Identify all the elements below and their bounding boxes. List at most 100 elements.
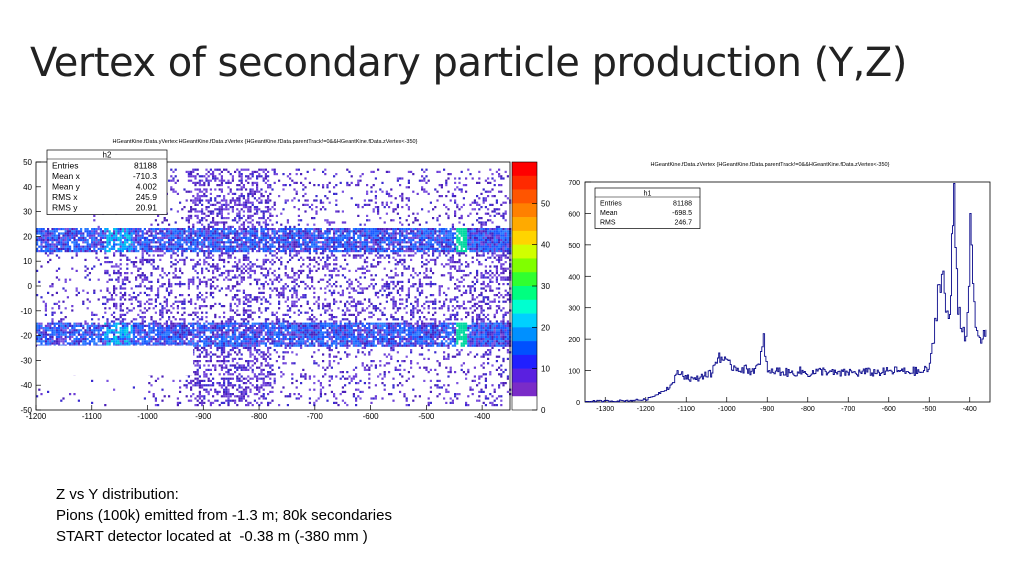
heatmap-cell	[319, 393, 322, 396]
heatmap-cell	[293, 280, 296, 283]
heatmap-cell	[209, 331, 212, 334]
heatmap-cell	[269, 346, 272, 349]
heatmap-cell	[209, 243, 212, 246]
heatmap-cell	[170, 329, 173, 332]
heatmap-cell	[130, 338, 133, 341]
heatmap-cell	[245, 203, 248, 206]
heatmap-cell	[113, 320, 116, 323]
heatmap-cell	[324, 230, 327, 233]
heatmap-cell	[313, 360, 316, 363]
heatmap-cell	[62, 318, 65, 321]
heatmap-cell	[271, 331, 274, 334]
heatmap-cell	[40, 265, 43, 268]
heatmap-cell	[251, 195, 254, 198]
heatmap-cell	[253, 355, 256, 358]
heatmap-cell	[271, 313, 274, 316]
heatmap-cell	[308, 322, 311, 325]
heatmap-cell	[121, 254, 124, 257]
heatmap-cell	[201, 401, 204, 404]
heatmap-cell	[231, 247, 234, 250]
heatmap-cell	[135, 236, 138, 239]
heatmap-cell	[253, 349, 256, 352]
heatmap-cell	[289, 228, 292, 231]
heatmap-cell	[174, 331, 177, 334]
heatmap-cell	[275, 342, 278, 345]
heatmap-cell	[198, 232, 201, 235]
heatmap-cell	[201, 399, 204, 402]
heatmap-cell	[157, 254, 160, 257]
heatmap-cell	[106, 318, 109, 321]
heatmap-cell	[247, 245, 250, 248]
heatmap-cell	[187, 247, 190, 250]
heatmap-cell	[141, 261, 144, 264]
heatmap-cell	[273, 245, 276, 248]
heatmap-cell	[137, 228, 140, 231]
heatmap-cell	[146, 230, 149, 233]
heatmap-cell	[58, 324, 61, 327]
heatmap-cell	[55, 331, 58, 334]
heatmap-cell	[236, 298, 239, 301]
heatmap-cell	[335, 355, 338, 358]
heatmap-cell	[297, 208, 300, 211]
heatmap-cell	[190, 278, 193, 281]
heatmap-cell	[212, 217, 215, 220]
heatmap-cell	[121, 340, 124, 343]
heatmap-cell	[236, 276, 239, 279]
heatmap-cell	[295, 243, 298, 246]
heatmap-cell	[55, 340, 58, 343]
heatmap-cell	[245, 188, 248, 191]
heatmap-cell	[278, 250, 281, 253]
heatmap-cell	[262, 338, 265, 341]
heatmap-cell	[220, 177, 223, 180]
heatmap-cell	[258, 353, 261, 356]
heatmap-cell	[62, 322, 65, 325]
heatmap-cell	[251, 175, 254, 178]
heatmap-cell	[117, 243, 120, 246]
heatmap-cell	[322, 360, 325, 363]
heatmap-cell	[333, 393, 336, 396]
heatmap-cell	[104, 241, 107, 244]
heatmap-cell	[163, 236, 166, 239]
heatmap-cell	[161, 329, 164, 332]
heatmap-cell	[214, 322, 217, 325]
heatmap-cell	[86, 322, 89, 325]
heatmap-cell	[264, 331, 267, 334]
heatmap-cell	[330, 236, 333, 239]
heatmap-cell	[183, 331, 186, 334]
heatmap-cell	[157, 232, 160, 235]
heatmap-cell	[293, 342, 296, 345]
heatmap-cell	[205, 305, 208, 308]
heatmap-cell	[203, 322, 206, 325]
heatmap-cell	[315, 245, 318, 248]
heatmap-cell	[324, 208, 327, 211]
heatmap-cell	[293, 362, 296, 365]
heatmap-cell	[117, 236, 120, 239]
heatmap-cell	[187, 342, 190, 345]
heatmap-cell	[304, 230, 307, 233]
heatmap-cell	[108, 331, 111, 334]
heatmap-cell	[165, 230, 168, 233]
heatmap-cell	[132, 342, 135, 345]
heatmap-cell	[121, 322, 124, 325]
heatmap-cell	[190, 210, 193, 213]
heatmap-cell	[196, 404, 199, 407]
heatmap-cell	[267, 355, 270, 358]
heatmap-cell	[253, 357, 256, 360]
heatmap-cell	[130, 250, 133, 253]
heatmap-cell	[201, 247, 204, 250]
heatmap-cell	[225, 329, 228, 332]
heatmap-cell	[225, 393, 228, 396]
heatmap-cell	[71, 327, 74, 330]
heatmap-cell	[130, 327, 133, 330]
heatmap-cell	[308, 234, 311, 237]
heatmap-cell	[231, 324, 234, 327]
heatmap-cell	[326, 239, 329, 242]
heatmap-cell	[264, 320, 267, 323]
heatmap-cell	[234, 329, 237, 332]
heatmap-cell	[286, 344, 289, 347]
heatmap-cell	[106, 245, 109, 248]
heatmap-cell	[275, 327, 278, 330]
heatmap-cell	[214, 221, 217, 224]
heatmap-cell	[297, 393, 300, 396]
heatmap-cell	[313, 217, 316, 220]
